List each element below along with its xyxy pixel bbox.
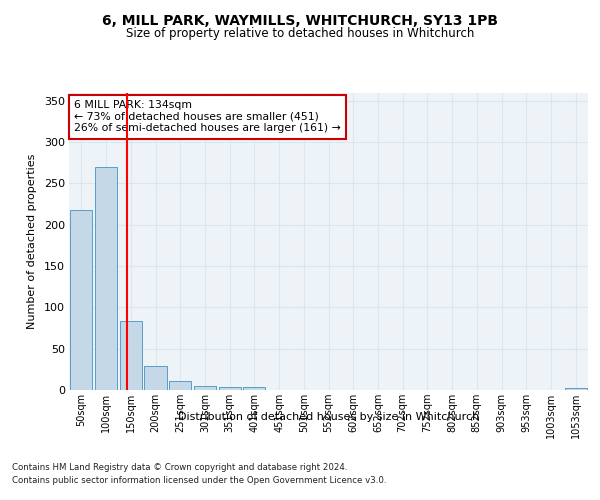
Bar: [145, 366, 167, 390]
Text: Size of property relative to detached houses in Whitchurch: Size of property relative to detached ho…: [126, 28, 474, 40]
Bar: [95, 167, 117, 390]
Bar: [119, 320, 142, 390]
Text: 6 MILL PARK: 134sqm
← 73% of detached houses are smaller (451)
26% of semi-detac: 6 MILL PARK: 134sqm ← 73% of detached ho…: [74, 100, 341, 133]
Text: 6, MILL PARK, WAYMILLS, WHITCHURCH, SY13 1PB: 6, MILL PARK, WAYMILLS, WHITCHURCH, SY13…: [102, 14, 498, 28]
Bar: [565, 388, 587, 390]
Text: Contains public sector information licensed under the Open Government Licence v3: Contains public sector information licen…: [12, 476, 386, 485]
Y-axis label: Number of detached properties: Number of detached properties: [27, 154, 37, 329]
Text: Contains HM Land Registry data © Crown copyright and database right 2024.: Contains HM Land Registry data © Crown c…: [12, 462, 347, 471]
Bar: [218, 386, 241, 390]
Text: Distribution of detached houses by size in Whitchurch: Distribution of detached houses by size …: [178, 412, 479, 422]
Bar: [194, 386, 216, 390]
Bar: [169, 381, 191, 390]
Bar: [243, 386, 265, 390]
Bar: [70, 210, 92, 390]
